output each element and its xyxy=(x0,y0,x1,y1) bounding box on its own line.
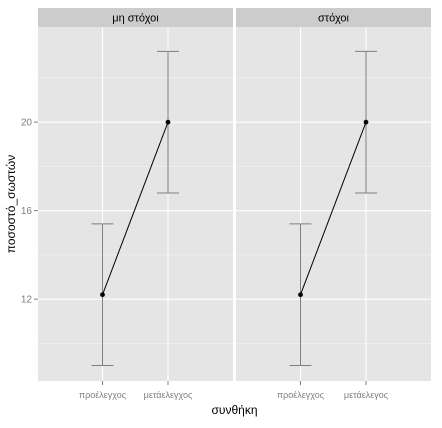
y-tick-label: 12 xyxy=(21,295,33,306)
facet-label: στόχοι xyxy=(318,13,350,25)
x-tick-label: προέλεγχος xyxy=(277,390,325,400)
x-tick-label: προέλεγχος xyxy=(79,390,127,400)
y-axis-title: ποσοστό_σωστών xyxy=(4,155,18,253)
x-axis-title: συνθήκη xyxy=(212,403,258,417)
facet-strip xyxy=(38,8,233,27)
facet-strip xyxy=(236,8,431,27)
x-tick-label: μετάελεγος xyxy=(344,390,389,400)
data-point xyxy=(298,292,303,298)
y-tick-label: 20 xyxy=(21,118,33,129)
x-tick-label: μετάελεγχος xyxy=(144,390,193,400)
data-point xyxy=(100,292,105,298)
series-line xyxy=(300,121,367,295)
data-point xyxy=(363,119,369,125)
y-tick-label: 16 xyxy=(21,206,33,217)
panel-background xyxy=(38,27,233,381)
panel-background xyxy=(236,27,431,381)
facet-label: μη στόχοι xyxy=(112,13,159,25)
data-point xyxy=(165,119,171,125)
series-line xyxy=(102,121,169,295)
